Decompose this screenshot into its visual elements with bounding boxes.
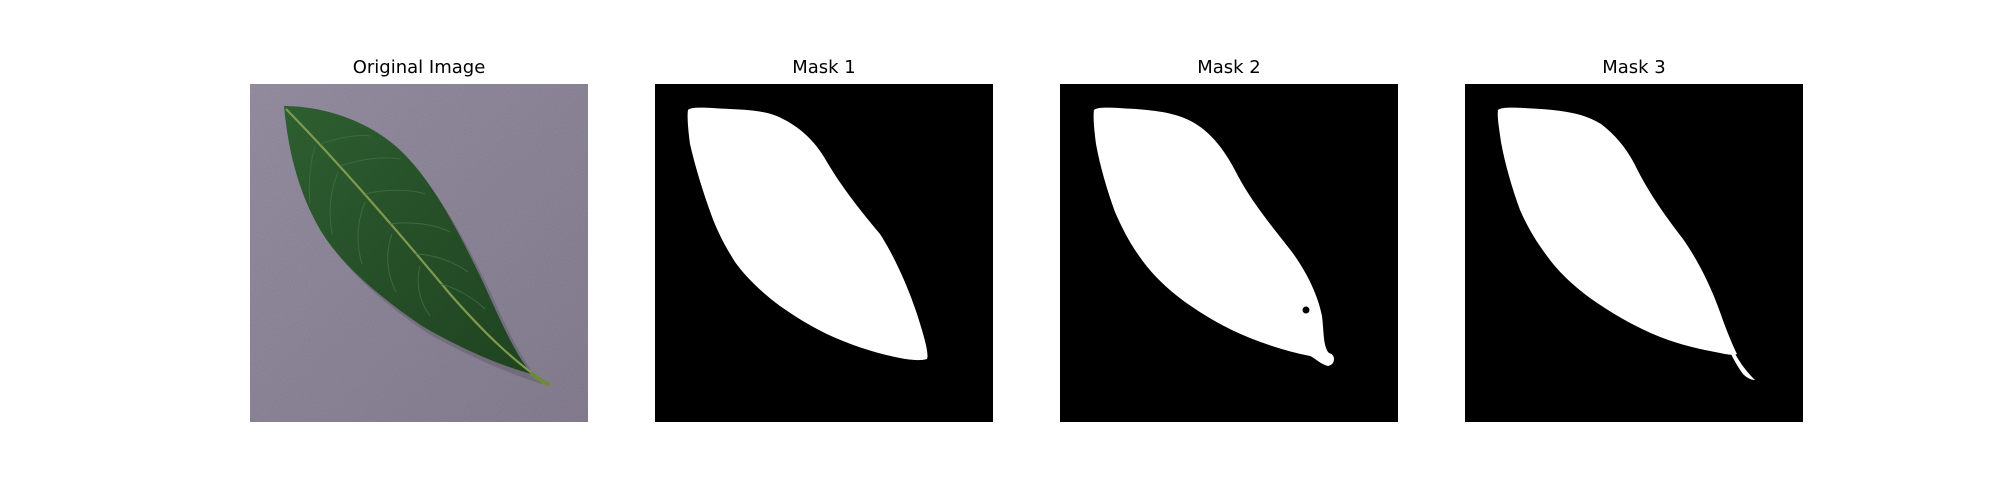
panel-original-image: Original Image xyxy=(250,57,588,422)
panel-title: Mask 2 xyxy=(1197,57,1261,78)
panel-title: Mask 3 xyxy=(1602,57,1666,78)
panel-title: Original Image xyxy=(352,57,486,78)
mask-1-image xyxy=(655,84,993,422)
mask-3-image xyxy=(1465,84,1803,422)
mask-leaf-region xyxy=(1497,107,1737,355)
leaf-midrib xyxy=(285,108,541,380)
panel-title: Mask 1 xyxy=(792,57,856,78)
mask-stem xyxy=(1729,346,1755,380)
mask-blob xyxy=(1322,353,1334,365)
panel-mask-1: Mask 1 xyxy=(655,57,993,422)
panel-mask-3: Mask 3 xyxy=(1465,57,1803,422)
leaf-side-veins xyxy=(308,135,486,317)
leaf-stem xyxy=(530,372,550,386)
panel-mask-2: Mask 2 xyxy=(1060,57,1398,422)
mask-2-image xyxy=(1060,84,1398,422)
mask-leaf-region xyxy=(687,107,928,361)
mask-hole xyxy=(1302,306,1310,314)
original-leaf-photo xyxy=(250,84,588,422)
mask-leaf-region xyxy=(1093,107,1334,366)
